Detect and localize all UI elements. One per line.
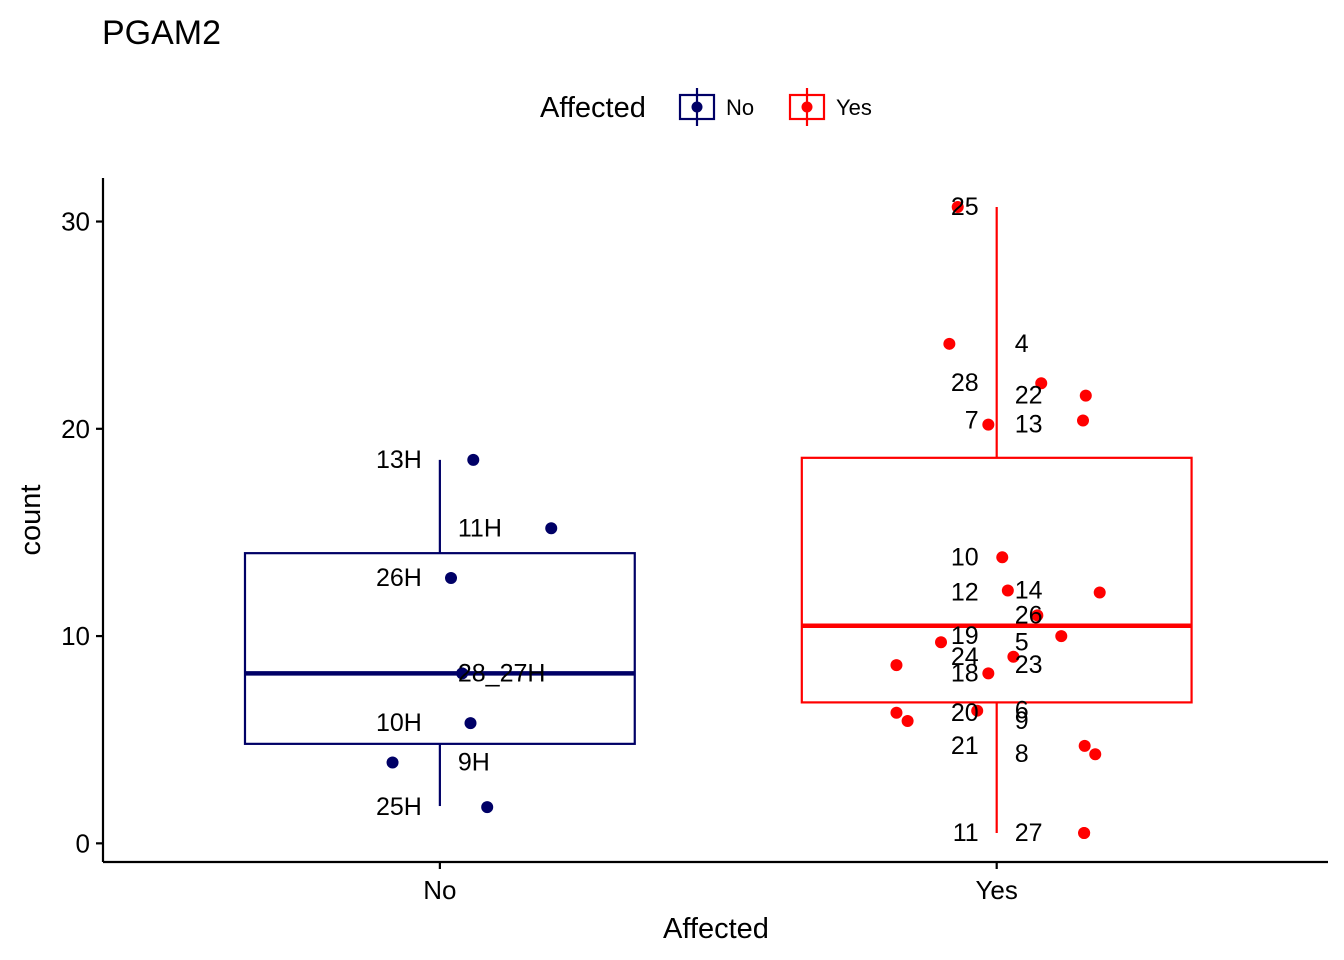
data-point [996, 551, 1009, 564]
legend-entry: No [678, 88, 754, 126]
data-point [1079, 389, 1092, 402]
point-label: 25H [376, 793, 422, 821]
y-axis-title: count [15, 485, 47, 556]
point-label: 26H [376, 564, 422, 592]
data-point [890, 706, 903, 719]
point-label: 9 [1015, 707, 1029, 735]
x-tick-label: No [423, 875, 456, 905]
x-axis-title: Affected [663, 913, 769, 945]
legend-label: Yes [836, 95, 872, 120]
point-label: 28_27H [458, 659, 546, 687]
data-point [951, 201, 964, 214]
x-tick-label: Yes [975, 875, 1017, 905]
point-label: 22 [1015, 382, 1043, 410]
point-label: 13 [1015, 411, 1043, 439]
data-point [935, 636, 948, 649]
data-point [971, 704, 984, 717]
legend-label: No [726, 95, 754, 120]
y-tick-label: 10 [61, 621, 90, 651]
box [800, 456, 1193, 704]
point-label: 9H [458, 749, 490, 777]
data-point [901, 715, 914, 728]
point-label: 7 [965, 407, 979, 435]
data-point [445, 572, 458, 585]
data-point [1078, 739, 1091, 752]
point-label: 28 [951, 369, 979, 397]
point-label: 26 [1015, 601, 1043, 629]
point-label: 11H [458, 514, 502, 542]
point-label: 20 [951, 699, 979, 727]
legend-key-point [691, 101, 703, 113]
data-point [890, 659, 903, 672]
data-point [386, 756, 399, 769]
data-point [1078, 826, 1091, 839]
point-label: 10H [376, 709, 422, 737]
data-point [982, 667, 995, 680]
point-label: 18 [951, 659, 979, 687]
point-label: 25 [951, 193, 979, 221]
series-no: 13H 11H 26H 28_27H 10H 9H 25H [243, 446, 636, 821]
data-point [1001, 584, 1014, 597]
data-point [1035, 377, 1048, 390]
legend: Affected No Yes [540, 88, 872, 126]
data-point [1077, 414, 1089, 427]
x-axis: No Yes [423, 862, 1018, 905]
point-label: 24 [951, 643, 979, 671]
series-yes: 25 4 28 22 7 13 10 14 12 26 19 5 24 23 18 6 20 9 21 8 11 27 [800, 193, 1193, 847]
point-label: 4 [1015, 330, 1029, 358]
data-point [1093, 586, 1106, 599]
point-label: 13H [376, 446, 422, 474]
y-tick-label: 20 [61, 414, 90, 444]
y-axis: 0 10 20 30 [61, 207, 103, 858]
point-label: 14 [1015, 576, 1043, 604]
data-point [464, 717, 477, 730]
legend-key-point [801, 101, 813, 113]
data-point [456, 667, 469, 680]
data-point [1031, 609, 1044, 622]
legend-entry: Yes [788, 88, 872, 126]
point-label: 5 [1015, 628, 1029, 656]
box [243, 552, 636, 745]
data-point [982, 418, 995, 431]
data-point [1089, 748, 1102, 761]
data-point [1007, 650, 1020, 663]
point-label: 8 [1015, 740, 1029, 768]
point-label: 21 [951, 732, 979, 760]
point-label: 19 [951, 622, 979, 650]
data-point [1055, 630, 1068, 643]
point-label: 12 [951, 579, 979, 607]
y-tick-label: 30 [61, 207, 90, 237]
y-tick-label: 0 [76, 828, 90, 858]
data-point [943, 337, 956, 350]
legend-title: Affected [540, 92, 646, 124]
data-point [467, 453, 480, 466]
data-point [481, 801, 494, 814]
point-label: 11 [953, 819, 979, 847]
chart-title: PGAM2 [102, 14, 221, 52]
point-label: 23 [1015, 651, 1043, 679]
point-label: 6 [1015, 697, 1029, 725]
point-label: 27 [1015, 819, 1043, 847]
data-point [545, 522, 558, 535]
point-label: 10 [951, 543, 979, 571]
